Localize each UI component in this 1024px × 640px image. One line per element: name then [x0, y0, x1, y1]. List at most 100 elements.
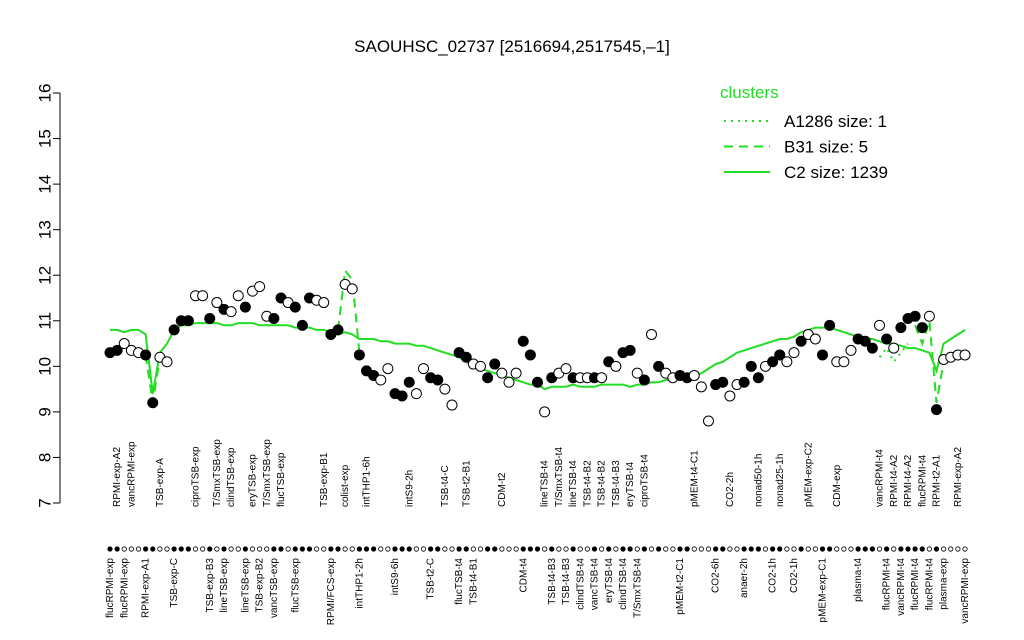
point: [845, 344, 857, 356]
rug-point: [705, 546, 712, 552]
y-tick-label: 14: [35, 175, 54, 194]
x-tick-label: TSB-t4-B2: [582, 460, 593, 507]
point: [211, 297, 223, 309]
rug-point: [876, 546, 883, 552]
rug-point: [941, 546, 947, 552]
rug-point: [385, 546, 391, 552]
rug-point: [741, 546, 747, 552]
rug-point: [321, 546, 327, 552]
x-tick-label: T/SmxTSB-exp: [212, 439, 223, 507]
rug-point: [271, 546, 277, 552]
rug-point: [492, 546, 498, 552]
x-tick-label: ciproTSB-t4: [639, 454, 650, 507]
x-tick-label: lineTSB-exp: [219, 558, 230, 613]
point: [738, 376, 750, 388]
x-tick-label: TSB-t4-B3: [561, 558, 572, 605]
x-tick-label: TSB-t4-B2: [597, 460, 608, 507]
rug-point: [556, 546, 562, 552]
rug-point: [827, 546, 833, 552]
rug-point: [720, 546, 726, 552]
rug-point: [228, 546, 234, 552]
x-tick-label: pMEM-exp-C1: [818, 558, 829, 623]
x-tick-label: vancTSB-t4: [590, 558, 601, 611]
point: [460, 351, 472, 363]
x-tick-label: pMEM-exp-C2: [803, 442, 814, 507]
y-tick-label: 13: [35, 220, 54, 239]
rug-point: [606, 546, 612, 552]
x-tick-label: plasma-t4: [853, 558, 864, 602]
rug-point: [499, 546, 505, 552]
rug-point: [371, 546, 377, 552]
rug-point: [599, 546, 605, 552]
rug-point: [834, 546, 840, 552]
x-tick-label: vancTSB-exp: [269, 558, 280, 618]
point: [888, 342, 900, 354]
point: [752, 372, 764, 384]
x-tick-label: intS9-2h: [404, 470, 415, 507]
rug-point: [534, 546, 541, 552]
rug-point: [157, 546, 163, 552]
rug-point: [150, 546, 156, 552]
x-tick-label: vancRPMI-t4: [896, 558, 907, 616]
x-tick-label: T/SmxTSB-exp: [262, 439, 273, 507]
point: [232, 290, 244, 302]
point: [489, 358, 501, 370]
rug-point: [869, 546, 875, 552]
point: [503, 376, 515, 388]
x-tick-label: RPMI-t2-A1: [932, 454, 943, 507]
point: [874, 319, 885, 331]
point: [147, 397, 159, 409]
rug-point: [613, 546, 619, 552]
rug-point: [727, 546, 733, 552]
x-tick-label: T/SmxTSB-t4: [554, 447, 565, 507]
rug-point: [627, 546, 633, 552]
x-tick-label: intTHP1-2h: [354, 558, 365, 609]
rug-point: [905, 546, 911, 552]
points: flucRPMI-exp RPMI-exp-A2 flucRPMI-exp vancR…: [104, 278, 971, 625]
rug-point: [420, 546, 427, 552]
x-tick-label: TSB-t4-B3: [547, 558, 558, 605]
rug-point: [342, 546, 348, 552]
rug-point: [812, 546, 818, 552]
y-tick-label: 10: [35, 357, 54, 376]
rug-point: [784, 546, 790, 552]
point: [496, 367, 508, 379]
point: [774, 349, 786, 361]
rug-point: [656, 546, 662, 552]
rug-point: [363, 546, 370, 552]
point: [225, 306, 237, 318]
rug-point: [791, 546, 797, 552]
x-tick-label: plasma-exp: [939, 558, 950, 610]
point: [182, 315, 194, 327]
rug-point: [442, 546, 448, 552]
rug-point: [841, 546, 847, 552]
rug-point: [770, 546, 776, 552]
rug-point: [755, 546, 761, 552]
rug-point: [200, 546, 206, 552]
rug-point: [884, 546, 890, 552]
x-tick-label: lineTSB-exp: [240, 558, 251, 613]
rug-point: [470, 546, 476, 552]
x-tick-label: nonad25-1h: [775, 454, 786, 507]
point: [168, 324, 180, 336]
point: [923, 310, 935, 322]
point: [653, 360, 665, 372]
y-tick-label: 16: [35, 84, 54, 103]
rug-point: [285, 546, 291, 552]
point: [446, 399, 458, 411]
rug-point: [392, 546, 398, 552]
point: [817, 349, 828, 361]
point: [916, 322, 928, 334]
rug-point: [171, 546, 177, 552]
point: [859, 335, 871, 347]
point: [909, 310, 921, 322]
rug-point: [121, 546, 127, 552]
point: [161, 356, 173, 368]
point: [332, 324, 344, 336]
x-tick-label: TSB-exp-B2: [255, 558, 266, 613]
point: [382, 363, 394, 375]
rug-point: [713, 546, 719, 552]
x-tick-label: CO2-1h: [768, 558, 779, 593]
rug-point: [620, 546, 626, 552]
